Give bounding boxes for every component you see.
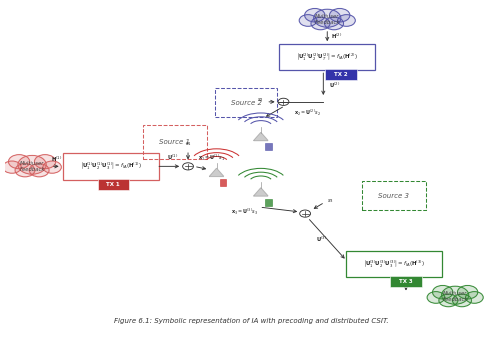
Text: $\left[\mathbf{U}_1^{(1)}\mathbf{U}_2^{(1)}\mathbf{U}_3^{(1)}\right]=f_{\mathrm{: $\left[\mathbf{U}_1^{(1)}\mathbf{U}_2^{(… [80,161,141,172]
Circle shape [432,285,452,299]
Circle shape [464,292,482,303]
Text: $\mathbf{x}_3=\mathbf{U}^{(3)}s_3$: $\mathbf{x}_3=\mathbf{U}^{(3)}s_3$ [231,207,258,217]
Text: $\left[\mathbf{U}_1^{(2)}\mathbf{U}_2^{(2)}\mathbf{U}_T^{(2)}\right]=f_{\mathrm{: $\left[\mathbf{U}_1^{(2)}\mathbf{U}_2^{(… [296,51,358,63]
FancyBboxPatch shape [279,44,374,70]
Text: $s_1$: $s_1$ [184,141,191,149]
Circle shape [426,292,444,303]
Text: $\mathbf{x}_2=\mathbf{U}^{(2)}s_2$: $\mathbf{x}_2=\mathbf{U}^{(2)}s_2$ [293,108,320,118]
Polygon shape [253,132,268,141]
Circle shape [313,9,340,27]
Text: TX 3: TX 3 [398,279,412,284]
Bar [219,179,226,186]
Text: Source 3: Source 3 [377,193,408,199]
Circle shape [3,161,21,173]
Circle shape [18,155,46,174]
FancyBboxPatch shape [389,275,421,287]
Text: Multiuser
Feedback: Multiuser Feedback [314,14,339,25]
Circle shape [9,155,30,169]
FancyBboxPatch shape [97,179,129,190]
Circle shape [299,15,316,26]
Circle shape [15,164,35,177]
Text: TX 2: TX 2 [334,72,347,77]
Text: Multiuser
Feedback: Multiuser Feedback [20,161,45,172]
Circle shape [337,15,355,26]
FancyBboxPatch shape [63,153,158,180]
Text: $\mathbf{H}^{(1)}$: $\mathbf{H}^{(1)}$ [51,154,62,164]
Circle shape [29,164,49,177]
Text: $\mathbf{U}^{(2)}$: $\mathbf{U}^{(2)}$ [329,81,340,90]
Text: TX 1: TX 1 [106,182,120,187]
Text: Source 2: Source 2 [230,100,261,106]
Bar [264,143,271,150]
Text: $s_3$: $s_3$ [327,197,334,204]
Text: $\mathbf{x}_1=\mathbf{U}^{(1)}s_1$: $\mathbf{x}_1=\mathbf{U}^{(1)}s_1$ [198,153,224,163]
Circle shape [451,294,470,307]
Circle shape [456,285,477,299]
Circle shape [43,161,61,173]
Text: Multiuser
Feedback: Multiuser Feedback [441,291,467,302]
Polygon shape [253,188,268,196]
Circle shape [329,9,349,22]
Text: $\left[\mathbf{U}_1^{(3)}\mathbf{U}_2^{(3)}\mathbf{U}_3^{(3)}\right]=f_{\mathrm{: $\left[\mathbf{U}_1^{(3)}\mathbf{U}_2^{(… [362,258,424,270]
Circle shape [35,155,56,169]
Polygon shape [209,168,223,176]
Text: $\mathbf{U}^{(3)}$: $\mathbf{U}^{(3)}$ [316,234,327,244]
FancyBboxPatch shape [345,251,441,277]
Text: Source 1: Source 1 [159,139,190,145]
Text: $s_2$: $s_2$ [257,96,263,104]
Circle shape [304,9,324,22]
FancyBboxPatch shape [325,69,356,80]
Circle shape [438,294,457,307]
Text: $\mathbf{H}^{(3)}$: $\mathbf{H}^{(3)}$ [410,280,421,289]
Circle shape [310,17,329,30]
Bar [264,199,271,206]
Text: Figure 6.1: Symbolic representation of IA with precoding and distributed CSIT.: Figure 6.1: Symbolic representation of I… [113,318,388,324]
Circle shape [324,17,343,30]
Text: $\mathbf{H}^{(2)}$: $\mathbf{H}^{(2)}$ [331,31,342,41]
Circle shape [441,286,468,304]
Text: $\mathbf{U}^{(1)}$: $\mathbf{U}^{(1)}$ [166,153,177,163]
